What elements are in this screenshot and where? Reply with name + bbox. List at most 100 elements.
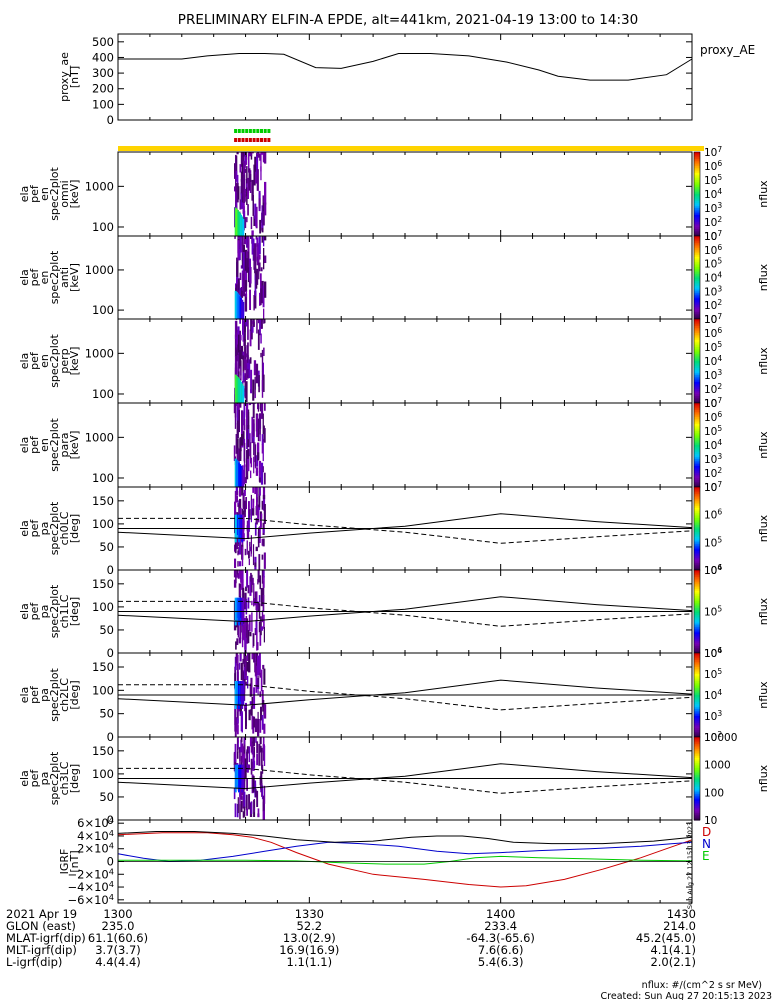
- y-tick-label: 1000: [85, 346, 114, 360]
- spectrogram-pixel: [237, 420, 239, 439]
- spectrogram-pixel: [257, 527, 260, 544]
- colorbar-cell: [694, 274, 700, 277]
- colorbar-cell: [694, 737, 700, 740]
- colorbar-cell: [694, 291, 700, 294]
- y-axis-label: pa: [38, 605, 51, 619]
- spectrogram-pixel: [258, 236, 261, 255]
- spectrogram-pixel: [237, 403, 240, 415]
- colorbar-cell: [694, 301, 700, 304]
- spectrogram-pixel: [240, 366, 242, 381]
- colorbar-cell: [694, 178, 700, 181]
- spectrogram-pixel: [247, 448, 250, 467]
- spectrogram-pixel: [244, 280, 248, 292]
- spectrogram-pixel: [243, 442, 246, 463]
- spectrogram-pixel: [237, 281, 240, 301]
- spectrogram-pixel: [240, 214, 243, 236]
- spectrogram-pixel: [245, 179, 248, 191]
- spectrogram-pixel: [253, 215, 256, 226]
- colorbar-cell: [694, 578, 700, 581]
- colorbar-cell: [694, 464, 700, 467]
- units-note: nflux: #/(cm^2 s sr MeV): [642, 980, 762, 991]
- spectrogram-pixel: [247, 412, 250, 430]
- colorbar-cell: [694, 646, 700, 649]
- colorbar-cell: [694, 483, 700, 486]
- spectrogram-pixel: [254, 383, 256, 390]
- colorbar-cell: [694, 542, 700, 545]
- colorbar-cell: [694, 455, 700, 458]
- y-tick-label: 500: [92, 35, 114, 49]
- spectrogram-pixel: [243, 195, 246, 203]
- spectrogram-pixel: [243, 791, 246, 807]
- colorbar-tick-label: 107: [704, 145, 722, 159]
- spectrogram-pixel: [234, 290, 237, 319]
- spectrogram-pixel: [249, 709, 252, 715]
- spectrogram-pixel: [252, 195, 254, 216]
- colorbar-cell: [694, 373, 700, 376]
- colorbar-cell: [694, 761, 700, 764]
- plot-title: PRELIMINARY ELFIN-A EPDE, alt=441km, 202…: [178, 12, 638, 28]
- colorbar-cell: [694, 788, 700, 792]
- y-axis-label: pef: [28, 351, 41, 370]
- colorbar-cell: [694, 613, 700, 616]
- colorbar-cell: [694, 575, 700, 578]
- y-axis-label: ela: [18, 269, 31, 286]
- colorbar-cell: [694, 255, 700, 258]
- spectrogram-pixel: [240, 737, 243, 743]
- colorbar-tick-label: 10: [704, 482, 717, 494]
- colorbar-cell: [694, 686, 700, 689]
- spectrogram-pixel: [260, 319, 263, 329]
- y-axis-label: [keV]: [68, 263, 81, 292]
- spectrogram-pixel: [260, 771, 263, 790]
- colorbar-tick-label: 105: [704, 173, 722, 187]
- spectrogram-pixel: [259, 745, 262, 753]
- y-axis-label: pef: [28, 685, 41, 704]
- colorbar-cell: [694, 427, 700, 430]
- spectrogram-pixel: [234, 558, 237, 568]
- y-axis-label: ch1LC: [58, 594, 71, 628]
- spectrogram-pixel: [244, 477, 247, 484]
- colorbar-tick-label: 105: [704, 535, 722, 549]
- spectrogram-pixel: [238, 462, 240, 487]
- spectrogram-pixel: [243, 210, 246, 218]
- spectrogram-pixel: [247, 597, 250, 609]
- spectrogram-pixel: [262, 795, 265, 811]
- colorbar-cell: [694, 792, 700, 795]
- colorbar-cell: [694, 635, 700, 638]
- colorbar-cell: [694, 728, 700, 731]
- colorbar-cell: [694, 716, 700, 719]
- flag-mark-green: [263, 129, 267, 133]
- spectrogram-pixel: [253, 653, 256, 663]
- spectrogram-pixel: [243, 776, 246, 790]
- colorbar-cell: [694, 320, 700, 324]
- spectrogram-pixel: [247, 187, 249, 199]
- spectrogram-pixel: [241, 216, 244, 236]
- colorbar-cell: [694, 749, 700, 752]
- colorbar-cell: [694, 436, 700, 439]
- colorbar-tick-label: 10: [704, 314, 717, 326]
- spectrogram-pixel: [257, 404, 260, 412]
- colorbar-cell: [694, 799, 700, 802]
- spectrogram-pixel: [241, 546, 244, 567]
- colorbar-cell: [694, 425, 700, 429]
- spectrogram-pixel: [246, 778, 248, 791]
- spectrogram-pixel: [244, 293, 248, 312]
- spectrogram-pixel: [238, 662, 241, 670]
- colorbar-cell: [694, 809, 700, 812]
- spectrogram-pixel: [248, 794, 250, 810]
- spectrogram-pixel: [240, 570, 242, 583]
- colorbar-cell: [694, 487, 700, 490]
- y-axis-label: en: [38, 271, 51, 285]
- spectrogram-pixel: [246, 661, 249, 672]
- spectrogram-pixel: [237, 503, 239, 507]
- panel-pa_ch2: 102103104105106nflux050100150elapefpaspe…: [18, 646, 770, 744]
- colorbar-cell: [694, 552, 700, 555]
- panel-pa_ch3: 10 100 1000 10000 nflux 0 50 100 150 elapefpaspec…: [18, 732, 770, 827]
- spectrogram-pixel: [234, 803, 237, 818]
- y-axis-label: pef: [28, 184, 41, 203]
- spectrogram-pixel: [251, 696, 254, 709]
- orbit-value: 45.2(45.0): [636, 931, 696, 945]
- spectrogram-pixel: [243, 504, 246, 512]
- spectrogram-pixel: [263, 552, 266, 569]
- colorbar-cell: [694, 234, 700, 237]
- spectrogram-pixel: [236, 284, 239, 292]
